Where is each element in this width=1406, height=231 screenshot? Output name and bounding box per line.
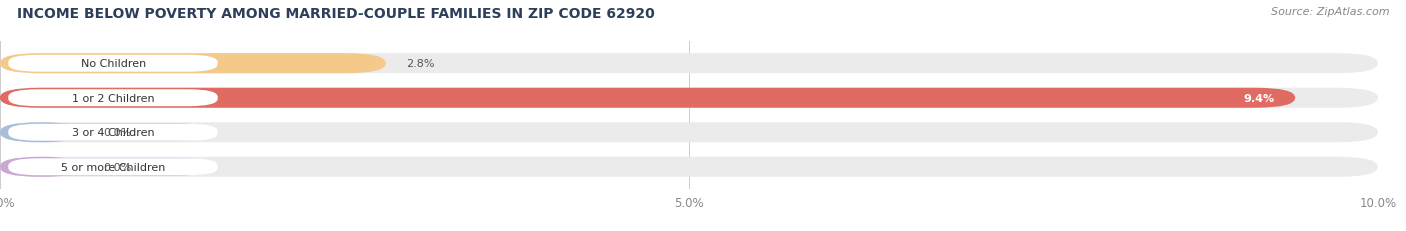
FancyBboxPatch shape <box>8 159 218 176</box>
FancyBboxPatch shape <box>0 88 1295 108</box>
FancyBboxPatch shape <box>8 55 218 72</box>
FancyBboxPatch shape <box>0 123 1378 143</box>
Text: INCOME BELOW POVERTY AMONG MARRIED-COUPLE FAMILIES IN ZIP CODE 62920: INCOME BELOW POVERTY AMONG MARRIED-COUPL… <box>17 7 655 21</box>
Text: 0.0%: 0.0% <box>104 162 132 172</box>
Text: 3 or 4 Children: 3 or 4 Children <box>72 128 155 138</box>
FancyBboxPatch shape <box>0 158 214 176</box>
Text: 5 or more Children: 5 or more Children <box>62 162 166 172</box>
Text: Source: ZipAtlas.com: Source: ZipAtlas.com <box>1271 7 1389 17</box>
FancyBboxPatch shape <box>8 124 218 141</box>
FancyBboxPatch shape <box>0 55 214 73</box>
FancyBboxPatch shape <box>0 157 83 177</box>
Text: 1 or 2 Children: 1 or 2 Children <box>72 93 155 103</box>
FancyBboxPatch shape <box>8 90 218 107</box>
FancyBboxPatch shape <box>0 88 1378 108</box>
FancyBboxPatch shape <box>0 123 83 143</box>
FancyBboxPatch shape <box>0 157 1378 177</box>
FancyBboxPatch shape <box>0 54 385 74</box>
Text: 2.8%: 2.8% <box>406 59 434 69</box>
Text: 0.0%: 0.0% <box>104 128 132 138</box>
Text: No Children: No Children <box>82 59 146 69</box>
FancyBboxPatch shape <box>0 54 1378 74</box>
Text: 9.4%: 9.4% <box>1243 93 1274 103</box>
FancyBboxPatch shape <box>0 90 214 107</box>
FancyBboxPatch shape <box>0 124 214 141</box>
